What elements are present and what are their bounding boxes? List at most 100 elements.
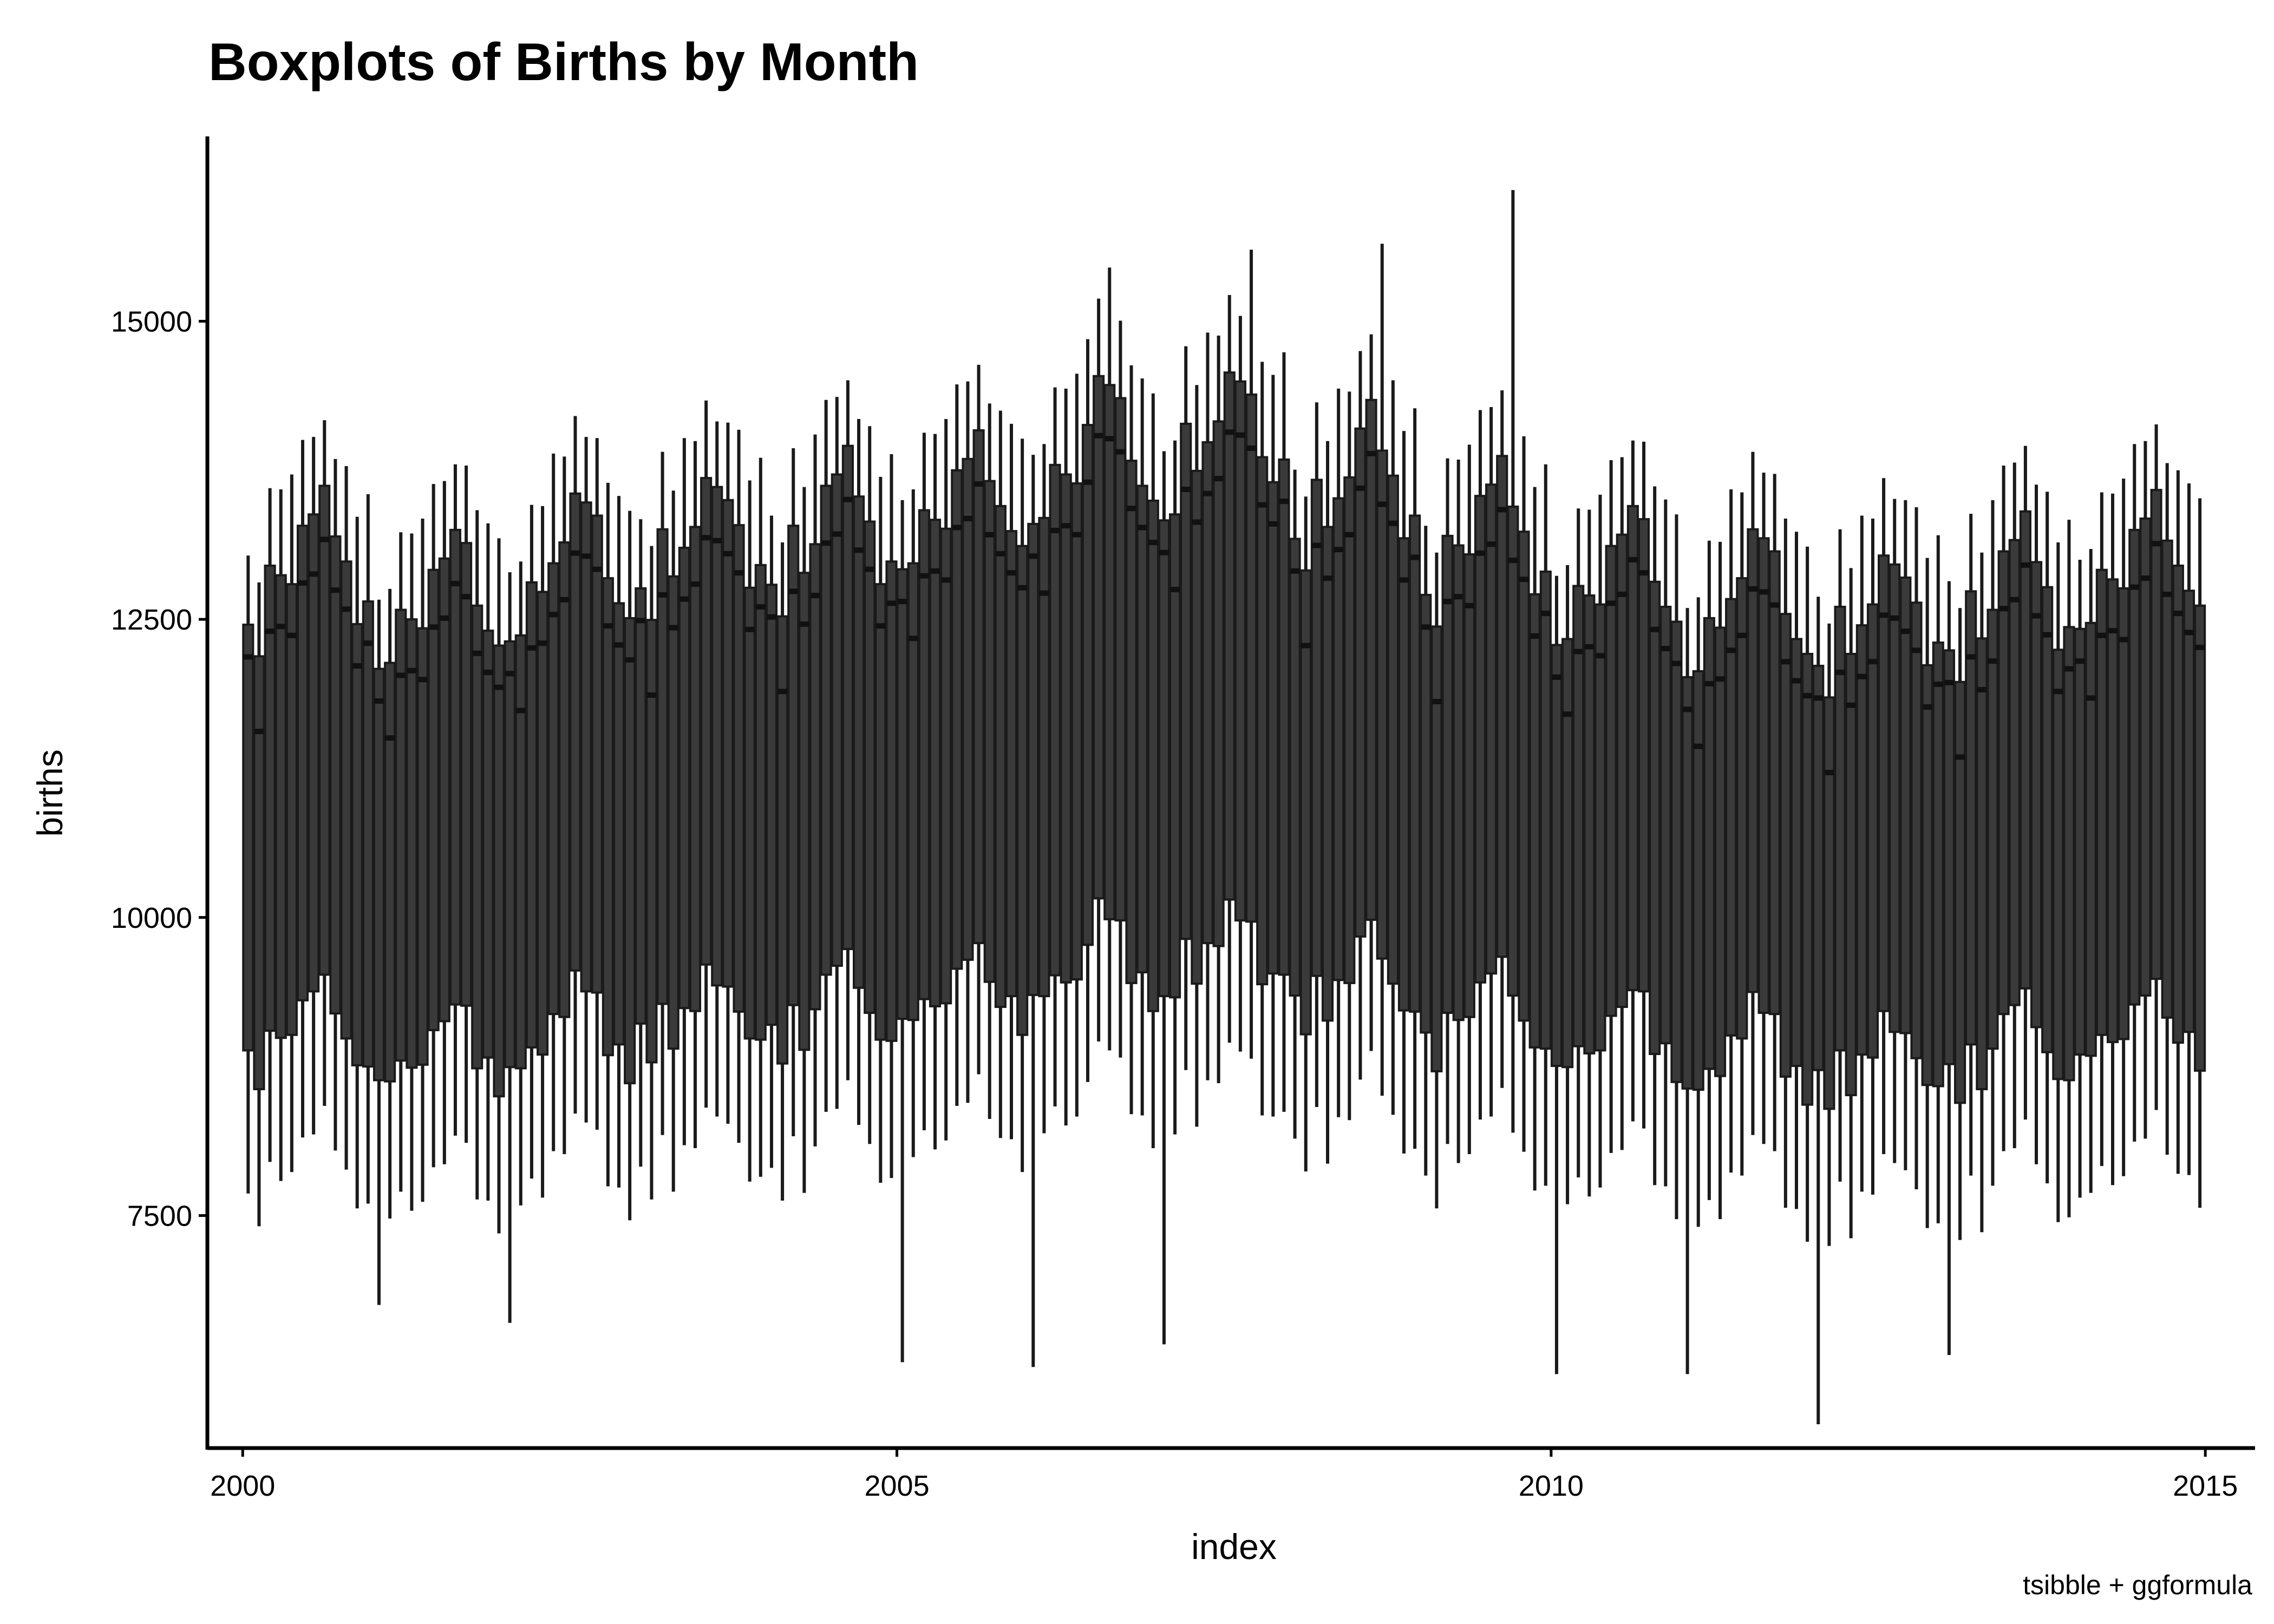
boxplot-box (1583, 594, 1596, 1055)
boxplot-box (1081, 424, 1094, 946)
boxplot-median (1148, 540, 1158, 546)
boxplot-median (1595, 653, 1605, 659)
boxplot-month (1976, 552, 1988, 1233)
boxplot-box (1649, 580, 1661, 1055)
boxplot-month (318, 420, 331, 1106)
boxplot-box (1692, 670, 1704, 1091)
boxplot-median (472, 650, 482, 656)
boxplot-box (765, 584, 778, 1026)
boxplot-box (2172, 564, 2184, 1044)
boxplot-box (2128, 528, 2141, 1006)
x-tick-label: 2005 (864, 1470, 929, 1502)
boxplot-month (2041, 492, 2054, 1183)
boxplot-month (678, 438, 690, 1145)
boxplot-box (1572, 585, 1585, 1047)
boxplot-month (384, 588, 396, 1219)
boxplot-box (1768, 550, 1781, 1016)
boxplot-box (1136, 484, 1148, 974)
boxplot-box (1899, 577, 1912, 1034)
boxplot-median (2119, 637, 2129, 643)
boxplot-median (1432, 699, 1442, 705)
boxplot-median (1486, 541, 1497, 547)
boxplot-median (439, 615, 449, 621)
boxplot-median (1584, 644, 1595, 650)
boxplot-median (1301, 643, 1311, 649)
boxplot-median (559, 597, 570, 603)
boxplot-median (1791, 678, 1802, 684)
boxplot-month (1093, 298, 1105, 1042)
boxplot-median (777, 689, 788, 695)
boxplot-median (865, 566, 875, 572)
x-axis-ticks: 2000 2005 2010 2015 (210, 1448, 2238, 1502)
boxplot-box (820, 484, 832, 976)
boxplot-median (1071, 532, 1082, 538)
boxplot-box (1343, 476, 1356, 984)
boxplot-month (743, 480, 756, 1182)
boxplot-box (460, 542, 473, 1007)
boxplot-month (1943, 581, 1955, 1355)
boxplot-median (1192, 519, 1202, 525)
boxplot-median (897, 599, 907, 605)
boxplot-month (351, 516, 363, 1209)
boxplot-month (1234, 316, 1246, 1052)
boxplot-median (755, 604, 766, 610)
x-tick-label: 2015 (2173, 1470, 2238, 1502)
boxplot-median (1366, 450, 1376, 456)
boxplot-median (1322, 575, 1333, 581)
boxplot-box (1736, 577, 1748, 1040)
boxplot-box (1637, 518, 1650, 993)
boxplot-month (733, 429, 745, 1143)
boxplot-box (329, 535, 342, 1015)
boxplot-box (885, 560, 898, 1042)
boxplot-month (264, 488, 276, 1162)
boxplot-box (547, 562, 560, 1016)
boxplot-month (1310, 402, 1323, 1108)
boxplot-median (1900, 628, 1911, 634)
boxplot-month (2128, 444, 2141, 1142)
boxplot-month (874, 476, 887, 1183)
boxplot-median (930, 568, 940, 574)
boxplot-median (1410, 554, 1420, 560)
boxplot-median (548, 612, 559, 618)
boxplot-median (1835, 670, 1845, 676)
boxplot-median (973, 481, 984, 487)
boxplot-median (1115, 449, 1126, 455)
boxplot-month (2161, 463, 2173, 1155)
boxplot-month (1245, 250, 1258, 1059)
boxplot-box (1201, 441, 1214, 945)
boxplot-median (537, 640, 548, 646)
boxplot-month (1681, 608, 1694, 1374)
boxplot-month (285, 474, 298, 1173)
boxplot-month (1965, 514, 1977, 1176)
boxplot-box (1223, 371, 1236, 901)
boxplot-box (743, 586, 756, 1040)
boxplot-month (1866, 518, 1879, 1195)
boxplot-median (374, 698, 384, 704)
boxplot-month (340, 466, 352, 1170)
boxplot-month (1343, 391, 1356, 1121)
boxplot-box (2008, 539, 2021, 1006)
boxplot-month (700, 400, 713, 1108)
boxplot-median (2064, 666, 2074, 672)
boxplot-median (2009, 597, 2020, 603)
boxplot-median (2053, 689, 2063, 695)
boxplot-box (624, 617, 636, 1084)
boxplot-median (1867, 659, 1878, 665)
boxplot-month (1289, 469, 1301, 1139)
boxplot-median (1388, 520, 1398, 526)
boxplot-box (972, 429, 985, 945)
boxplot-median (1050, 528, 1060, 534)
boxplot-month (1855, 515, 1868, 1192)
boxplot-box (1757, 537, 1770, 1014)
boxplot-box (1997, 550, 2010, 1016)
boxplot-box (449, 528, 462, 1006)
boxplot-median (309, 571, 319, 577)
boxplot-box (591, 514, 603, 994)
boxplot-median (1563, 711, 1573, 717)
boxplot-month (1932, 535, 1944, 1223)
boxplot-month (1518, 436, 1530, 1152)
boxplot-box (1256, 456, 1269, 986)
boxplot-median (461, 594, 472, 600)
boxplot-month (907, 489, 919, 1157)
boxplot-median (385, 735, 395, 741)
